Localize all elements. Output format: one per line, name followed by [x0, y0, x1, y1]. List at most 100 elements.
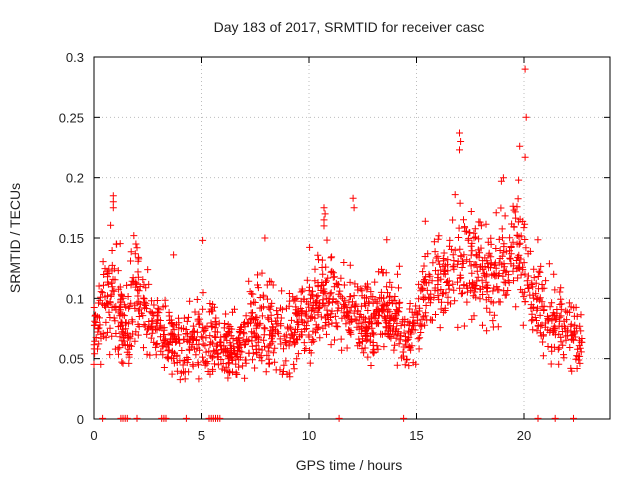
data-point — [536, 294, 544, 302]
data-point — [444, 293, 452, 301]
data-point — [356, 313, 364, 321]
x-tick-label: 20 — [517, 428, 531, 443]
data-point — [305, 331, 313, 339]
data-point — [489, 317, 497, 325]
data-point — [90, 360, 98, 368]
data-point — [450, 262, 458, 270]
data-point — [515, 233, 523, 241]
data-point — [212, 346, 220, 354]
data-point — [133, 244, 141, 252]
data-point — [332, 279, 340, 287]
data-point — [534, 236, 542, 244]
data-point — [123, 348, 131, 356]
data-point — [449, 263, 457, 271]
data-point — [152, 351, 160, 359]
data-point — [515, 264, 523, 272]
data-point — [456, 129, 463, 137]
data-point — [303, 276, 311, 284]
data-point — [555, 360, 563, 368]
x-tick-label: 10 — [302, 428, 316, 443]
data-point — [359, 335, 367, 343]
data-point — [216, 339, 224, 347]
data-point — [392, 327, 399, 335]
data-point — [333, 307, 341, 315]
data-point — [316, 334, 324, 342]
y-tick-label: 0.25 — [59, 110, 84, 125]
data-point — [189, 322, 197, 330]
data-point — [404, 335, 412, 343]
data-point — [159, 351, 167, 359]
data-point — [497, 177, 505, 185]
data-point — [400, 329, 408, 337]
data-point — [288, 316, 295, 324]
data-point — [179, 361, 187, 369]
data-point — [149, 317, 157, 325]
data-point — [364, 307, 372, 314]
data-point — [351, 302, 359, 310]
data-point — [552, 316, 560, 323]
data-point — [169, 322, 177, 330]
data-point — [261, 325, 269, 333]
data-point — [108, 279, 116, 287]
data-point — [367, 362, 375, 369]
data-point — [320, 204, 328, 212]
data-point — [289, 335, 297, 343]
data-point — [487, 234, 495, 242]
data-point — [469, 292, 477, 300]
data-point — [266, 359, 273, 367]
data-point — [455, 224, 463, 232]
data-point — [269, 349, 277, 357]
data-point — [436, 324, 444, 332]
data-point — [414, 335, 422, 343]
data-point — [109, 204, 117, 212]
data-point — [346, 261, 354, 269]
data-point — [427, 295, 435, 303]
data-point — [221, 320, 229, 327]
data-point — [557, 333, 565, 341]
data-point — [122, 303, 130, 311]
data-point — [447, 245, 455, 253]
data-point — [327, 341, 335, 349]
data-point — [384, 289, 391, 297]
data-point — [140, 281, 148, 289]
data-point — [300, 319, 308, 327]
data-point — [115, 350, 122, 358]
data-point — [350, 204, 358, 212]
data-point — [514, 274, 522, 282]
data-point — [168, 348, 176, 356]
data-point — [430, 238, 438, 246]
data-point — [403, 355, 411, 363]
data-point — [266, 305, 274, 313]
data-point — [456, 245, 464, 253]
data-point — [478, 276, 486, 284]
data-point — [170, 359, 178, 367]
data-point — [134, 257, 142, 265]
data-point — [233, 371, 241, 378]
data-point — [435, 232, 443, 240]
data-point — [130, 232, 138, 240]
data-point — [208, 323, 216, 331]
data-point — [536, 329, 544, 337]
data-point — [416, 304, 424, 312]
data-point — [401, 361, 409, 369]
data-point — [134, 292, 142, 300]
data-point — [143, 330, 151, 338]
data-point — [112, 330, 120, 337]
data-point — [412, 302, 420, 310]
data-point — [241, 356, 249, 364]
data-point — [268, 299, 276, 307]
data-point — [267, 278, 275, 286]
data-point — [290, 365, 298, 373]
data-point — [366, 319, 374, 327]
data-point — [369, 339, 377, 346]
data-point — [136, 283, 144, 290]
data-point — [247, 300, 255, 308]
data-point — [542, 277, 550, 285]
data-point — [280, 345, 287, 353]
data-point — [175, 314, 182, 322]
data-point — [95, 340, 103, 348]
data-point — [506, 254, 514, 262]
data-point — [219, 360, 227, 367]
